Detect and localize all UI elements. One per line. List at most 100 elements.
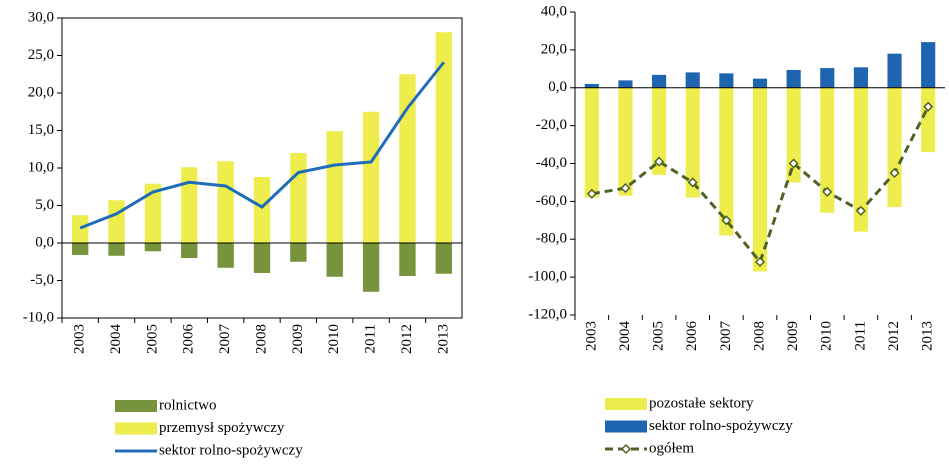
bar [685,72,700,88]
y-tick-label: 25,0 [28,47,54,63]
bar [921,42,936,88]
x-tick-label: 2006 [181,324,197,355]
y-tick-label: 30,0 [28,9,54,25]
bar [72,243,89,255]
x-tick-label: 2009 [290,324,306,354]
bar [144,183,162,243]
y-tick-label: 0,0 [548,79,567,95]
legend-swatch [115,422,157,435]
x-tick-label: 2013 [435,324,451,354]
marker [923,101,934,112]
bar [399,243,416,276]
bar [853,67,868,88]
y-tick-label: -20,0 [536,117,567,133]
marker [788,158,799,169]
x-tick-label: 2010 [819,321,835,351]
bar [181,243,198,258]
bar [752,78,768,88]
bar [435,32,452,243]
marker [687,177,698,188]
bar [290,243,307,262]
legend-marker [620,443,632,455]
bar [326,243,343,277]
y-tick-label: -120,0 [528,306,567,322]
bar [887,87,902,208]
legend-label: pozostałe sektory [649,395,754,411]
x-tick-label: 2011 [852,321,868,350]
legend-label: sektor rolno-spożywczy [649,418,793,434]
legend-swatch [605,398,647,410]
bar [921,87,936,153]
bar [618,87,633,196]
y-tick-label: -10,0 [23,309,54,325]
x-tick-label: 2012 [886,321,902,351]
bar [108,200,125,243]
bar [618,80,633,88]
bar [362,243,380,292]
marker [889,167,900,179]
x-tick-label: 2007 [217,324,233,355]
x-tick-label: 2007 [718,321,734,352]
bar [253,177,271,243]
marker [754,256,766,268]
y-tick-label: 40,0 [541,3,567,19]
x-tick-label: 2005 [651,321,667,351]
bar [652,74,667,88]
bar [786,69,801,88]
x-tick-label: 2013 [920,321,936,351]
bar [108,243,125,256]
x-tick-label: 2003 [583,321,599,351]
bar [820,68,835,88]
marker [822,186,833,197]
bar [144,243,162,252]
x-tick-label: 2008 [253,324,269,354]
marker [654,156,665,167]
x-tick-label: 2005 [144,324,160,354]
y-tick-label: -40,0 [536,155,567,171]
y-tick-label: 20,0 [541,41,567,57]
y-tick-label: 0,0 [35,234,54,250]
x-tick-label: 2010 [326,324,342,354]
x-tick-label: 2011 [363,324,379,353]
bar [719,73,734,88]
legend-swatch [115,400,157,412]
y-tick-label: -80,0 [536,231,567,247]
bar [290,153,307,243]
marker [586,188,597,199]
y-tick-label: -100,0 [528,269,567,285]
y-tick-label: -5,0 [30,272,54,288]
legend-label: przemysł spożywczy [159,420,285,436]
x-tick-label: 2009 [785,321,801,351]
bar [853,87,868,232]
legend-swatch [605,420,647,433]
bar [584,83,599,88]
x-tick-label: 2012 [399,324,415,354]
legend-label: sektor rolno-spożywczy [159,442,303,458]
marker [620,183,631,194]
bar [72,215,89,243]
bar [435,243,452,274]
marker [721,215,732,226]
bar [786,87,801,183]
bar [217,243,234,268]
bar [253,243,271,273]
y-tick-label: 15,0 [28,122,54,138]
bar [181,167,198,243]
legend-label: rolnictwo [159,397,217,413]
x-tick-label: 2008 [751,321,767,351]
bar [719,87,734,236]
marker [855,205,866,216]
bar [887,53,902,88]
legend-label: ogółem [649,440,694,456]
bar [652,87,667,175]
line [79,61,445,230]
y-tick-label: 5,0 [35,197,54,213]
y-tick-label: -60,0 [536,193,567,209]
bar [362,111,380,243]
bar [820,87,835,213]
bar [685,87,700,198]
bar [752,87,768,272]
x-tick-label: 2004 [617,321,633,352]
y-tick-label: 10,0 [28,159,54,175]
